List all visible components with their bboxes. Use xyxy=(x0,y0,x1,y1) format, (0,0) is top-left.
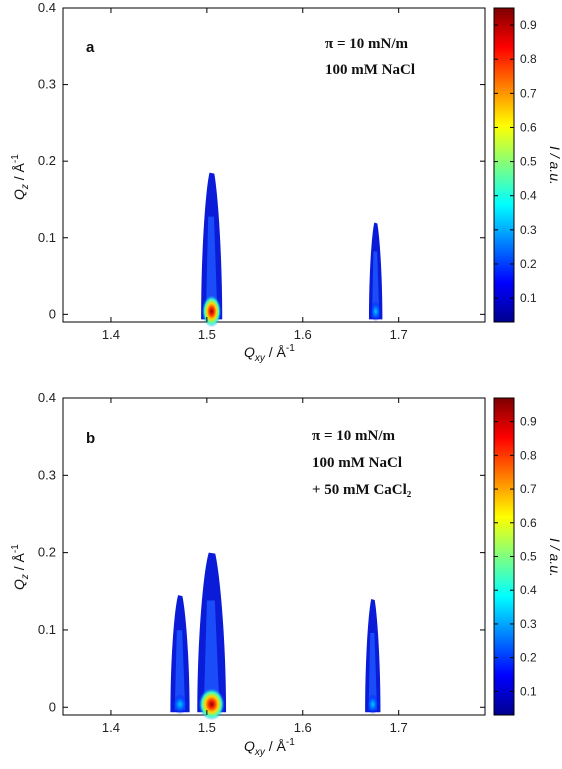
panel-b: 1.4 1.5 1.6 1.7 0 0.1 0.2 0.3 0.4 b π = 10 mN/m… xyxy=(10,390,562,758)
y-tick-label: 0.1 xyxy=(38,622,56,637)
colorbar-label: I / a.u. xyxy=(547,538,562,577)
x-axis-label: Qxy / Å-1 xyxy=(244,737,295,758)
y-tick-label: 0.3 xyxy=(38,77,56,92)
peak-layer xyxy=(201,172,383,328)
annotation-salt: 100 mM NaCl xyxy=(312,455,402,471)
intensity-maximum xyxy=(366,694,379,715)
annotation-calcium: + 50 mM CaCl₂ xyxy=(312,482,412,498)
intensity-maximum xyxy=(198,688,225,721)
y-axis-label: Qz / Å-1 xyxy=(10,154,31,200)
x-axis-ticks: 1.4 1.5 1.6 1.7 xyxy=(102,398,408,735)
y-tick-label: 0.3 xyxy=(38,467,56,482)
colorbar-tick-label: 0.2 xyxy=(520,257,537,271)
colorbar-tick-label: 0.3 xyxy=(520,617,537,631)
x-axis-ticks: 1.4 1.5 1.6 1.7 xyxy=(102,8,408,342)
bragg-rod-core xyxy=(371,251,380,318)
y-axis-ticks: 0 0.1 0.2 0.3 0.4 xyxy=(38,0,485,321)
colorbar-tick-label: 0.7 xyxy=(520,482,537,496)
colorbar-tick-label: 0.6 xyxy=(520,120,537,134)
annotation-pressure: π = 10 mN/m xyxy=(312,428,396,444)
y-tick-label: 0.2 xyxy=(38,153,56,168)
annotation-pressure: π = 10 mN/m xyxy=(325,36,409,52)
x-tick-label: 1.5 xyxy=(198,327,216,342)
intensity-maximum xyxy=(172,694,188,715)
y-tick-label: 0.4 xyxy=(38,390,56,405)
colorbar-tick-label: 0.5 xyxy=(520,550,537,564)
panel-label: a xyxy=(86,39,95,56)
x-tick-label: 1.6 xyxy=(294,327,312,342)
x-tick-label: 1.4 xyxy=(102,327,120,342)
bragg-rod-core xyxy=(205,216,218,318)
x-tick-label: 1.5 xyxy=(198,720,216,735)
y-tick-label: 0 xyxy=(49,699,56,714)
colorbar xyxy=(493,7,515,323)
intensity-maximum xyxy=(202,295,222,328)
colorbar-label: I / a.u. xyxy=(547,146,562,185)
colorbar-ticks: 0.1 0.2 0.3 0.4 0.5 0.6 0.7 0.8 0.9 xyxy=(494,18,537,305)
colorbar-tick-label: 0.4 xyxy=(520,189,537,203)
colorbar-tick-label: 0.9 xyxy=(520,18,537,32)
y-axis-ticks: 0 0.1 0.2 0.3 0.4 xyxy=(38,390,485,714)
colorbar-tick-label: 0.1 xyxy=(520,684,537,698)
colorbar-tick-label: 0.7 xyxy=(520,86,537,100)
plot-frame xyxy=(62,397,486,716)
colorbar-tick-label: 0.2 xyxy=(520,651,537,665)
panel-label: b xyxy=(86,430,95,447)
bragg-rod-core xyxy=(174,630,186,711)
colorbar-ticks: 0.1 0.2 0.3 0.4 0.5 0.6 0.7 0.8 0.9 xyxy=(494,415,537,698)
colorbar-tick-label: 0.4 xyxy=(520,583,537,597)
x-tick-label: 1.6 xyxy=(294,720,312,735)
y-axis-label: Qz / Å-1 xyxy=(10,544,31,590)
colorbar-tick-label: 0.8 xyxy=(520,52,537,66)
x-tick-label: 1.7 xyxy=(390,720,408,735)
x-tick-label: 1.4 xyxy=(102,720,120,735)
x-tick-label: 1.7 xyxy=(390,327,408,342)
peak-layer xyxy=(170,552,381,721)
plot-frame xyxy=(62,7,486,323)
colorbar-tick-label: 0.9 xyxy=(520,415,537,429)
y-tick-label: 0.1 xyxy=(38,230,56,245)
y-tick-label: 0 xyxy=(49,306,56,321)
x-axis-label: Qxy / Å-1 xyxy=(244,343,295,364)
colorbar-tick-label: 0.6 xyxy=(520,516,537,530)
y-tick-label: 0.2 xyxy=(38,545,56,560)
colorbar-tick-label: 0.3 xyxy=(520,223,537,237)
colorbar-tick-label: 0.1 xyxy=(520,291,537,305)
y-tick-label: 0.4 xyxy=(38,0,56,15)
colorbar-tick-label: 0.5 xyxy=(520,155,537,169)
bragg-rod-core xyxy=(368,632,378,711)
panel-a: 1.4 1.5 1.6 1.7 0 0.1 0.2 0.3 0.4 a π = 10 mN/m… xyxy=(10,0,562,364)
annotation-salt: 100 mM NaCl xyxy=(325,62,415,78)
colorbar-tick-label: 0.8 xyxy=(520,448,537,462)
intensity-maximum xyxy=(370,301,382,322)
bragg-rod-core xyxy=(203,600,220,711)
